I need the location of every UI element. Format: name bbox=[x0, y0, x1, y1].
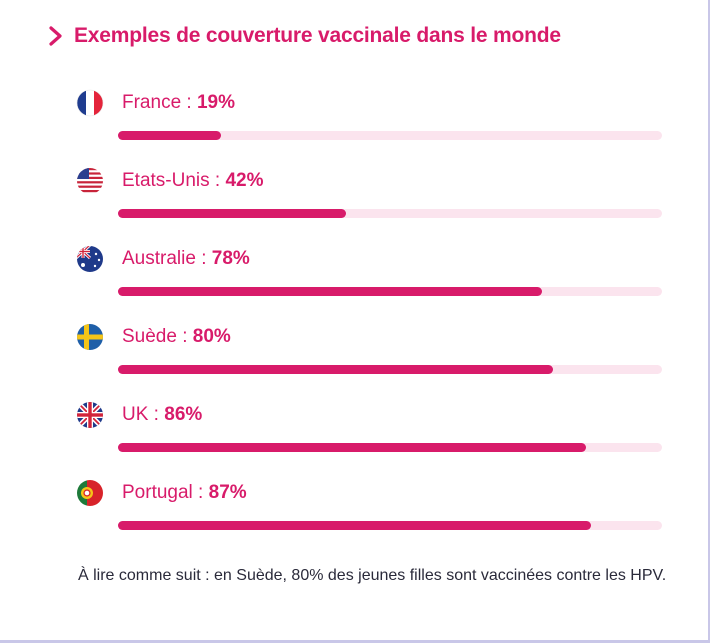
bar-fill bbox=[118, 443, 586, 452]
bar-label: Australie : 78% bbox=[122, 248, 250, 270]
bar-row-header: UK : 86% bbox=[76, 400, 666, 430]
bar-row-header: Portugal : 87% bbox=[76, 478, 666, 508]
portugal-flag-icon bbox=[76, 479, 104, 507]
value-label: 78% bbox=[211, 248, 250, 269]
bar-row: Etats-Unis : 42% bbox=[76, 166, 666, 226]
chart-title: Exemples de couverture vaccinale dans le… bbox=[74, 24, 561, 47]
bar-row-header: Australie : 78% bbox=[76, 244, 666, 274]
category-label: Portugal bbox=[122, 482, 193, 503]
bar-row: France : 19% bbox=[76, 88, 666, 148]
bar-track bbox=[118, 443, 662, 452]
bar-row: Suède : 80% bbox=[76, 322, 666, 382]
value-label: 86% bbox=[164, 404, 203, 425]
category-label: Suède bbox=[122, 326, 177, 347]
chart-header: Exemples de couverture vaccinale dans le… bbox=[48, 24, 561, 48]
chart-caption: À lire comme suit : en Suède, 80% des je… bbox=[78, 567, 667, 584]
bar-track bbox=[118, 131, 662, 140]
france-flag-icon bbox=[76, 89, 104, 117]
bar-track bbox=[118, 365, 662, 374]
bar-row: Portugal : 87% bbox=[76, 478, 666, 538]
value-label: 87% bbox=[208, 482, 247, 503]
label-separator: : bbox=[209, 170, 226, 191]
bar-label: Portugal : 87% bbox=[122, 482, 247, 504]
bar-label: Etats-Unis : 42% bbox=[122, 170, 264, 192]
bar-fill bbox=[118, 131, 222, 140]
value-label: 42% bbox=[225, 170, 264, 191]
bar-label: France : 19% bbox=[122, 92, 235, 114]
bar-label: UK : 86% bbox=[122, 404, 202, 426]
label-separator: : bbox=[176, 326, 193, 347]
australia-flag-icon bbox=[76, 245, 104, 273]
bar-label: Suède : 80% bbox=[122, 326, 231, 348]
value-label: 80% bbox=[192, 326, 231, 347]
bar-fill bbox=[118, 521, 592, 530]
bar-row: Australie : 78% bbox=[76, 244, 666, 304]
bar-fill bbox=[118, 209, 347, 218]
label-separator: : bbox=[195, 248, 212, 269]
bar-row-header: Suède : 80% bbox=[76, 322, 666, 352]
label-separator: : bbox=[192, 482, 209, 503]
bar-row-header: France : 19% bbox=[76, 88, 666, 118]
label-separator: : bbox=[181, 92, 197, 113]
usa-flag-icon bbox=[76, 167, 104, 195]
bar-fill bbox=[118, 365, 554, 374]
category-label: France bbox=[122, 92, 182, 113]
uk-flag-icon bbox=[76, 401, 104, 429]
category-label: UK bbox=[122, 404, 149, 425]
bar-fill bbox=[118, 287, 543, 296]
category-label: Australie bbox=[122, 248, 196, 269]
sweden-flag-icon bbox=[76, 323, 104, 351]
bar-track bbox=[118, 521, 662, 530]
bar-row-header: Etats-Unis : 42% bbox=[76, 166, 666, 196]
value-label: 19% bbox=[196, 92, 236, 113]
bar-track bbox=[118, 209, 662, 218]
bar-row: UK : 86% bbox=[76, 400, 666, 460]
chevron-right-icon bbox=[49, 26, 62, 46]
category-label: Etats-Unis bbox=[122, 170, 210, 191]
label-separator: : bbox=[148, 404, 165, 425]
bar-track bbox=[118, 287, 662, 296]
